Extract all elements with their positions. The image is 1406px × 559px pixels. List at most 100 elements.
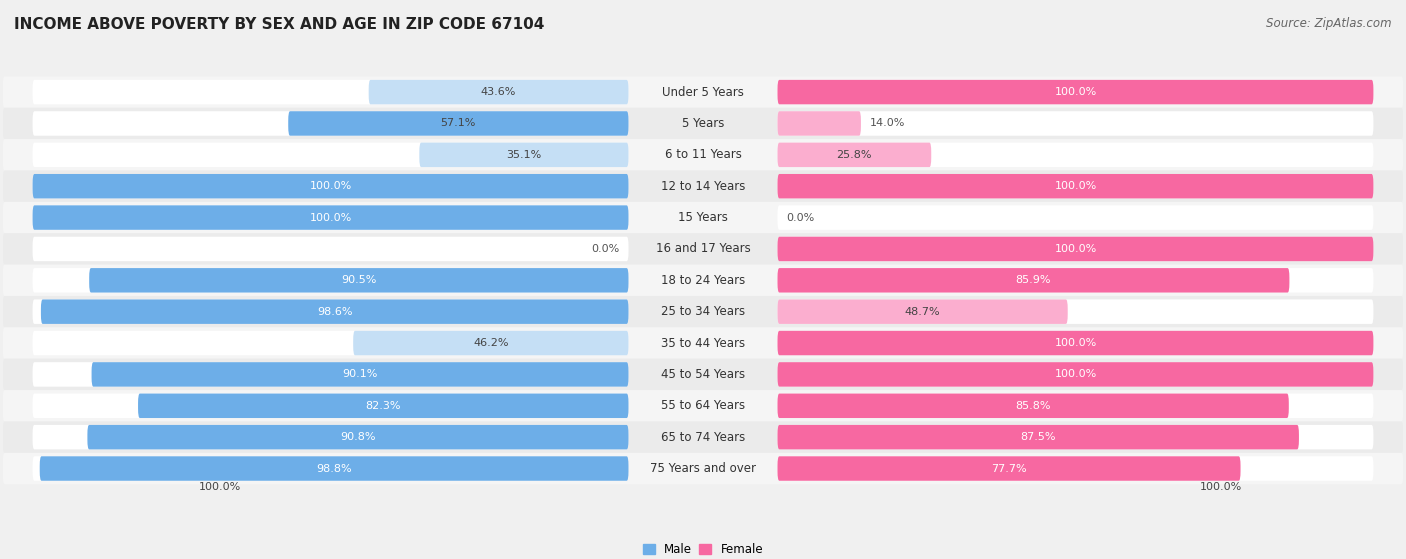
Text: 35.1%: 35.1% <box>506 150 541 160</box>
FancyBboxPatch shape <box>778 80 1374 105</box>
Text: 0.0%: 0.0% <box>786 212 814 222</box>
Text: 100.0%: 100.0% <box>1054 369 1097 380</box>
FancyBboxPatch shape <box>32 174 628 198</box>
FancyBboxPatch shape <box>778 300 1067 324</box>
Text: 48.7%: 48.7% <box>905 307 941 317</box>
FancyBboxPatch shape <box>288 111 628 136</box>
Text: 75 Years and over: 75 Years and over <box>650 462 756 475</box>
Text: INCOME ABOVE POVERTY BY SEX AND AGE IN ZIP CODE 67104: INCOME ABOVE POVERTY BY SEX AND AGE IN Z… <box>14 17 544 32</box>
FancyBboxPatch shape <box>419 143 628 167</box>
Text: 5 Years: 5 Years <box>682 117 724 130</box>
FancyBboxPatch shape <box>3 421 1403 453</box>
FancyBboxPatch shape <box>778 205 1374 230</box>
Text: 55 to 64 Years: 55 to 64 Years <box>661 399 745 413</box>
Text: 90.8%: 90.8% <box>340 432 375 442</box>
FancyBboxPatch shape <box>3 233 1403 264</box>
FancyBboxPatch shape <box>3 453 1403 484</box>
Text: 57.1%: 57.1% <box>440 119 477 129</box>
Text: 100.0%: 100.0% <box>1054 244 1097 254</box>
FancyBboxPatch shape <box>3 359 1403 390</box>
FancyBboxPatch shape <box>32 143 628 167</box>
FancyBboxPatch shape <box>32 456 628 481</box>
Text: 82.3%: 82.3% <box>366 401 401 411</box>
Legend: Male, Female: Male, Female <box>638 538 768 559</box>
FancyBboxPatch shape <box>778 80 1374 105</box>
Text: 100.0%: 100.0% <box>1199 482 1243 492</box>
Text: 100.0%: 100.0% <box>309 181 352 191</box>
Text: 100.0%: 100.0% <box>1054 181 1097 191</box>
Text: 14.0%: 14.0% <box>870 119 905 129</box>
FancyBboxPatch shape <box>368 80 628 105</box>
FancyBboxPatch shape <box>32 236 628 261</box>
FancyBboxPatch shape <box>32 394 628 418</box>
FancyBboxPatch shape <box>778 236 1374 261</box>
FancyBboxPatch shape <box>32 300 628 324</box>
Text: 100.0%: 100.0% <box>309 212 352 222</box>
FancyBboxPatch shape <box>778 143 1374 167</box>
Text: Source: ZipAtlas.com: Source: ZipAtlas.com <box>1267 17 1392 30</box>
Text: 12 to 14 Years: 12 to 14 Years <box>661 179 745 193</box>
Text: 25 to 34 Years: 25 to 34 Years <box>661 305 745 318</box>
Text: 100.0%: 100.0% <box>1054 87 1097 97</box>
FancyBboxPatch shape <box>32 331 628 356</box>
FancyBboxPatch shape <box>778 143 931 167</box>
FancyBboxPatch shape <box>778 362 1374 387</box>
Text: 90.5%: 90.5% <box>342 276 377 285</box>
FancyBboxPatch shape <box>778 362 1374 387</box>
Text: 25.8%: 25.8% <box>837 150 872 160</box>
FancyBboxPatch shape <box>778 236 1374 261</box>
FancyBboxPatch shape <box>778 268 1374 292</box>
FancyBboxPatch shape <box>3 202 1403 233</box>
FancyBboxPatch shape <box>778 456 1240 481</box>
Text: 35 to 44 Years: 35 to 44 Years <box>661 337 745 349</box>
FancyBboxPatch shape <box>778 425 1299 449</box>
Text: 90.1%: 90.1% <box>342 369 378 380</box>
FancyBboxPatch shape <box>41 300 628 324</box>
FancyBboxPatch shape <box>32 268 628 292</box>
FancyBboxPatch shape <box>32 362 628 387</box>
FancyBboxPatch shape <box>778 174 1374 198</box>
FancyBboxPatch shape <box>778 394 1374 418</box>
FancyBboxPatch shape <box>3 77 1403 108</box>
FancyBboxPatch shape <box>39 456 628 481</box>
Text: 100.0%: 100.0% <box>198 482 242 492</box>
Text: 43.6%: 43.6% <box>481 87 516 97</box>
FancyBboxPatch shape <box>32 205 628 230</box>
FancyBboxPatch shape <box>3 170 1403 202</box>
Text: 98.8%: 98.8% <box>316 463 352 473</box>
FancyBboxPatch shape <box>778 300 1374 324</box>
FancyBboxPatch shape <box>778 331 1374 356</box>
Text: 98.6%: 98.6% <box>316 307 353 317</box>
FancyBboxPatch shape <box>353 331 628 356</box>
Text: 16 and 17 Years: 16 and 17 Years <box>655 243 751 255</box>
FancyBboxPatch shape <box>89 268 628 292</box>
FancyBboxPatch shape <box>32 111 628 136</box>
FancyBboxPatch shape <box>3 328 1403 359</box>
FancyBboxPatch shape <box>91 362 628 387</box>
FancyBboxPatch shape <box>778 331 1374 356</box>
FancyBboxPatch shape <box>778 456 1374 481</box>
FancyBboxPatch shape <box>778 174 1374 198</box>
FancyBboxPatch shape <box>87 425 628 449</box>
Text: 0.0%: 0.0% <box>592 244 620 254</box>
Text: 6 to 11 Years: 6 to 11 Years <box>665 148 741 162</box>
Text: 15 Years: 15 Years <box>678 211 728 224</box>
FancyBboxPatch shape <box>3 390 1403 421</box>
Text: 18 to 24 Years: 18 to 24 Years <box>661 274 745 287</box>
FancyBboxPatch shape <box>778 394 1289 418</box>
Text: 45 to 54 Years: 45 to 54 Years <box>661 368 745 381</box>
FancyBboxPatch shape <box>32 174 628 198</box>
FancyBboxPatch shape <box>778 111 1374 136</box>
FancyBboxPatch shape <box>3 296 1403 328</box>
FancyBboxPatch shape <box>778 268 1289 292</box>
Text: 87.5%: 87.5% <box>1021 432 1056 442</box>
Text: 65 to 74 Years: 65 to 74 Years <box>661 430 745 444</box>
Text: 46.2%: 46.2% <box>472 338 509 348</box>
FancyBboxPatch shape <box>32 80 628 105</box>
FancyBboxPatch shape <box>3 139 1403 170</box>
FancyBboxPatch shape <box>32 425 628 449</box>
FancyBboxPatch shape <box>778 425 1374 449</box>
FancyBboxPatch shape <box>138 394 628 418</box>
FancyBboxPatch shape <box>32 205 628 230</box>
Text: 85.9%: 85.9% <box>1015 276 1052 285</box>
